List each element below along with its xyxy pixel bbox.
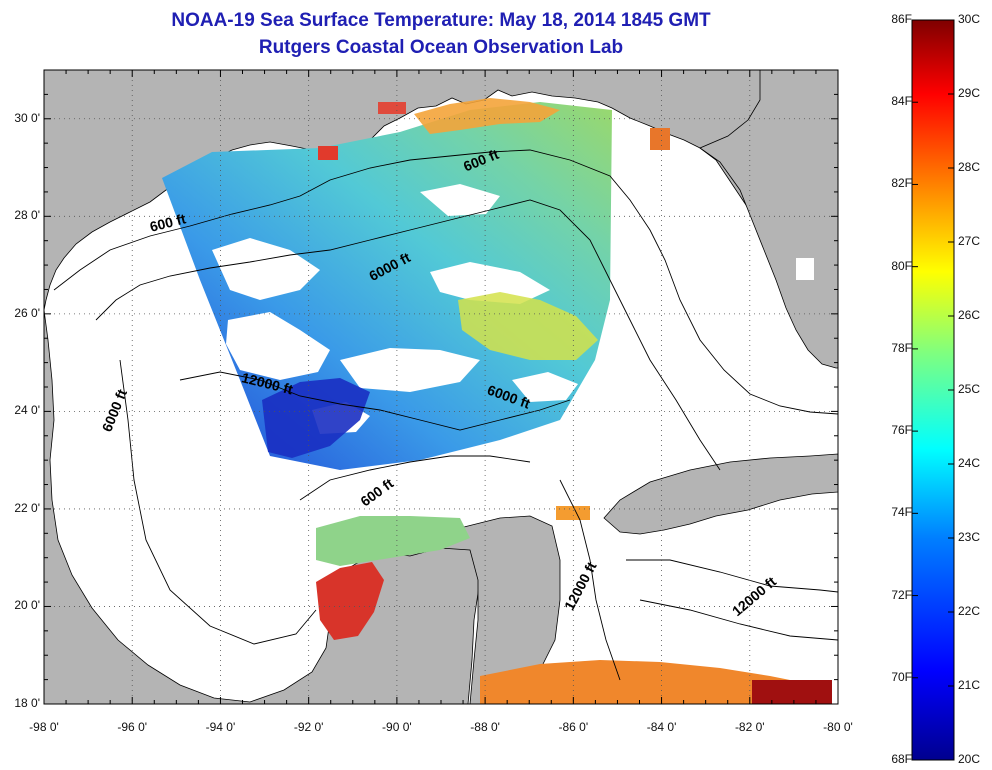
colorbar-ticks [912, 19, 954, 761]
colorbar-f-label: 80F [891, 258, 912, 273]
cloud-cover [212, 184, 578, 434]
lat-tick-label: 18 0' [14, 696, 40, 710]
colorbar-c-label: 27C [958, 234, 981, 248]
sst-caribbean-hot [752, 680, 832, 704]
colorbar [911, 19, 955, 761]
lon-tick-label: -94 0' [205, 720, 236, 734]
map-title: NOAA-19 Sea Surface Temperature: May 18,… [171, 10, 711, 31]
colorbar-f-label: 74F [891, 505, 912, 520]
lon-tick-label: -88 0' [470, 720, 500, 734]
colorbar-c-label: 25C [958, 382, 981, 396]
sst-caribbean-warm [480, 660, 830, 704]
lat-tick-label: 22 0' [14, 500, 40, 515]
colorbar-c-label: 22C [958, 604, 981, 618]
lon-tick-label: -98 0' [29, 720, 59, 734]
lon-tick-label: -86 0' [558, 720, 589, 734]
sst-warm-north-coast [414, 98, 560, 134]
colorbar-f-label: 84F [891, 94, 912, 109]
sst-cool-southwest [262, 378, 370, 458]
colorbar-f-label: 68F [891, 752, 912, 766]
sst-patch-4 [378, 102, 406, 114]
lon-tick-label: -82 0' [734, 720, 765, 734]
lat-tick-label: 28 0' [14, 208, 40, 223]
lake-okeechobee [796, 258, 814, 280]
colorbar-f-label: 76F [891, 423, 912, 438]
colorbar-f-label: 78F [891, 340, 912, 355]
colorbar-f-label: 72F [891, 587, 912, 602]
lon-tick-label: -84 0' [646, 720, 677, 734]
sst-patch-2 [318, 146, 338, 160]
lat-tick-label: 26 0' [14, 305, 40, 320]
lon-tick-label: -80 0' [823, 720, 853, 734]
colorbar-c-label: 26C [958, 308, 981, 322]
land-cuba [603, 453, 838, 535]
lon-tick-label: -90 0' [382, 720, 412, 734]
map-subtitle: Rutgers Coastal Ocean Observation Lab [258, 37, 624, 58]
colorbar-f-label: 86F [891, 12, 912, 26]
lon-tick-label: -92 0' [293, 720, 324, 734]
lon-tick-label: -96 0' [117, 720, 148, 734]
colorbar-c-label: 24C [958, 456, 981, 470]
sst-hot-campeche [316, 562, 384, 640]
colorbar-f-label: 70F [891, 669, 912, 684]
sst-warm-central [458, 292, 598, 360]
axis-ticks [43, 69, 839, 705]
sst-patch-1 [556, 506, 590, 520]
colorbar-c-label: 30C [958, 12, 981, 26]
lat-tick-label: 30 0' [14, 110, 40, 125]
colorbar-c-label: 29C [958, 86, 981, 100]
graticule [44, 70, 838, 704]
lat-tick-label: 20 0' [14, 598, 40, 613]
colorbar-c-label: 20C [958, 752, 981, 766]
colorbar-c-label: 23C [958, 530, 981, 544]
sst-yucatan-north [316, 516, 470, 566]
colorbar-f-label: 82F [891, 176, 912, 191]
sst-patch-3 [650, 128, 670, 150]
colorbar-c-label: 28C [958, 160, 981, 174]
bathymetry-contours [53, 149, 838, 681]
colorbar-c-label: 21C [958, 678, 981, 692]
lat-tick-label: 24 0' [14, 403, 40, 418]
